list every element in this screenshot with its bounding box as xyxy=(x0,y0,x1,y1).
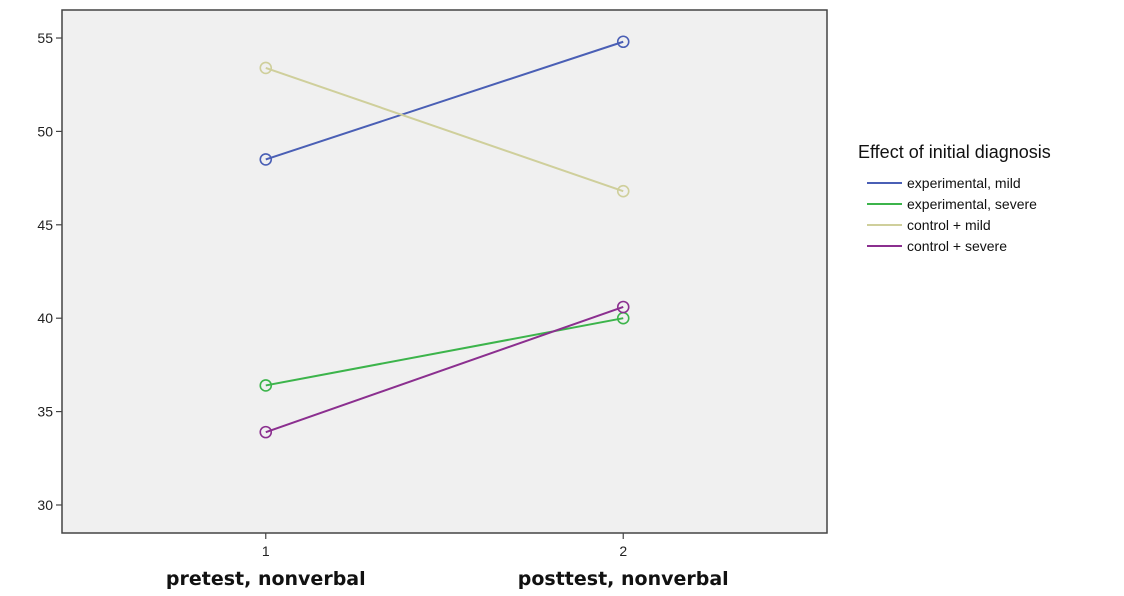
data-point xyxy=(259,61,273,75)
legend-title: Effect of initial diagnosis xyxy=(858,142,1051,162)
y-tick-label: 55 xyxy=(37,30,53,46)
x-axis: 1 pretest, nonverbal 2 posttest, nonverbal xyxy=(166,533,729,590)
legend-entry: control + severe xyxy=(907,238,1007,254)
data-point xyxy=(616,35,630,49)
x-category-label: posttest, nonverbal xyxy=(518,568,729,590)
legend-entry: experimental, severe xyxy=(907,196,1037,212)
data-point xyxy=(259,425,273,439)
y-tick-label: 30 xyxy=(37,497,53,513)
series-markers xyxy=(259,35,630,439)
series-line xyxy=(265,66,624,193)
y-tick-label: 50 xyxy=(37,123,53,139)
y-tick-label: 40 xyxy=(37,310,53,326)
x-tick-label: 2 xyxy=(619,543,627,559)
data-point xyxy=(259,153,273,166)
data-point xyxy=(259,379,273,392)
legend-entry: control + mild xyxy=(907,217,991,233)
data-point xyxy=(616,300,630,314)
series-line xyxy=(265,317,624,387)
data-point xyxy=(616,184,630,198)
legend: Effect of initial diagnosis experimental… xyxy=(858,142,1051,254)
x-tick-label: 1 xyxy=(262,543,270,559)
y-axis: 30 35 40 45 50 55 xyxy=(37,30,62,513)
series-line xyxy=(265,306,624,434)
legend-entry: experimental, mild xyxy=(907,175,1021,191)
y-tick-label: 35 xyxy=(37,404,53,420)
series-lines xyxy=(265,40,624,434)
x-category-label: pretest, nonverbal xyxy=(166,568,366,590)
plot-area xyxy=(61,9,828,534)
series-line xyxy=(265,40,624,161)
y-tick-label: 45 xyxy=(37,217,53,233)
